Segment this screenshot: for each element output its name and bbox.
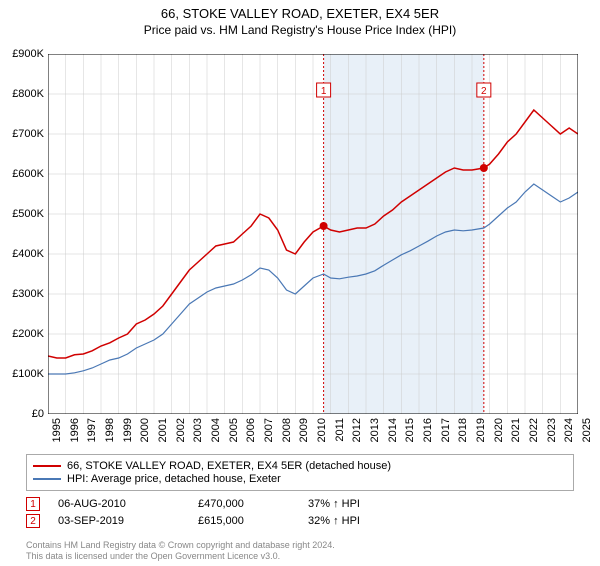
legend-item-property: 66, STOKE VALLEY ROAD, EXETER, EX4 5ER (… [33, 460, 567, 472]
legend-swatch-hpi [33, 478, 61, 480]
x-tick-label: 2014 [387, 418, 399, 442]
x-tick-label: 2023 [546, 418, 558, 442]
x-tick-label: 2024 [563, 418, 575, 442]
x-tick-label: 1996 [69, 418, 81, 442]
sale-row: 1 06-AUG-2010 £470,000 37% ↑ HPI [26, 497, 574, 511]
x-tick-label: 2005 [228, 418, 240, 442]
x-tick-label: 1995 [51, 418, 63, 442]
y-tick-label: £600K [12, 168, 44, 180]
chart-area: £0£100K£200K£300K£400K£500K£600K£700K£80… [48, 54, 578, 414]
y-tick-label: £500K [12, 208, 44, 220]
sale-marker-1: 1 [26, 497, 40, 511]
legend-label-property: 66, STOKE VALLEY ROAD, EXETER, EX4 5ER (… [67, 460, 391, 472]
legend-item-hpi: HPI: Average price, detached house, Exet… [33, 473, 567, 485]
x-tick-label: 2016 [422, 418, 434, 442]
x-tick-label: 1999 [122, 418, 134, 442]
x-axis: 1995 1996 1997 1998 1999 2000 2001 2002 2003 2004… [48, 414, 578, 454]
sale-rows: 1 06-AUG-2010 £470,000 37% ↑ HPI 2 03-SE… [26, 494, 574, 531]
sale-marker-2: 2 [26, 514, 40, 528]
chart-title: 66, STOKE VALLEY ROAD, EXETER, EX4 5ER [0, 6, 600, 21]
y-tick-label: £900K [12, 48, 44, 60]
sale-row: 2 03-SEP-2019 £615,000 32% ↑ HPI [26, 514, 574, 528]
legend-label-hpi: HPI: Average price, detached house, Exet… [67, 473, 281, 485]
x-tick-label: 2022 [528, 418, 540, 442]
y-axis: £0£100K£200K£300K£400K£500K£600K£700K£80… [4, 54, 44, 414]
y-tick-label: £300K [12, 288, 44, 300]
chart-subtitle: Price paid vs. HM Land Registry's House … [0, 23, 600, 37]
y-tick-label: £100K [12, 368, 44, 380]
y-tick-label: £200K [12, 328, 44, 340]
legend: 66, STOKE VALLEY ROAD, EXETER, EX4 5ER (… [26, 454, 574, 491]
x-tick-label: 2000 [139, 418, 151, 442]
x-tick-label: 2015 [404, 418, 416, 442]
x-tick-label: 2020 [493, 418, 505, 442]
svg-text:1: 1 [321, 86, 327, 97]
x-tick-label: 1998 [104, 418, 116, 442]
x-tick-label: 2001 [157, 418, 169, 442]
chart-plot: 12 [48, 54, 578, 414]
x-tick-label: 2017 [440, 418, 452, 442]
y-tick-label: £400K [12, 248, 44, 260]
sale-date: 06-AUG-2010 [58, 498, 198, 510]
y-tick-label: £700K [12, 128, 44, 140]
sale-hpi: 32% ↑ HPI [308, 515, 418, 527]
y-tick-label: £0 [32, 408, 44, 420]
x-tick-label: 2025 [581, 418, 593, 442]
footer-line2: This data is licensed under the Open Gov… [26, 551, 335, 562]
sale-date: 03-SEP-2019 [58, 515, 198, 527]
x-tick-label: 2019 [475, 418, 487, 442]
x-tick-label: 2012 [351, 418, 363, 442]
x-tick-label: 2018 [457, 418, 469, 442]
x-tick-label: 2003 [192, 418, 204, 442]
x-tick-label: 2009 [298, 418, 310, 442]
x-tick-label: 2008 [281, 418, 293, 442]
sale-hpi: 37% ↑ HPI [308, 498, 418, 510]
svg-text:2: 2 [481, 86, 487, 97]
footer: Contains HM Land Registry data © Crown c… [26, 540, 335, 562]
footer-line1: Contains HM Land Registry data © Crown c… [26, 540, 335, 551]
x-tick-label: 2007 [263, 418, 275, 442]
x-tick-label: 2006 [245, 418, 257, 442]
x-tick-label: 2013 [369, 418, 381, 442]
x-tick-label: 2002 [175, 418, 187, 442]
sale-price: £470,000 [198, 498, 308, 510]
chart-container: 66, STOKE VALLEY ROAD, EXETER, EX4 5ER P… [0, 6, 600, 566]
y-tick-label: £800K [12, 88, 44, 100]
x-tick-label: 2021 [510, 418, 522, 442]
x-tick-label: 2011 [334, 418, 346, 442]
sale-price: £615,000 [198, 515, 308, 527]
x-tick-label: 2010 [316, 418, 328, 442]
x-tick-label: 2004 [210, 418, 222, 442]
legend-swatch-property [33, 465, 61, 467]
x-tick-label: 1997 [86, 418, 98, 442]
